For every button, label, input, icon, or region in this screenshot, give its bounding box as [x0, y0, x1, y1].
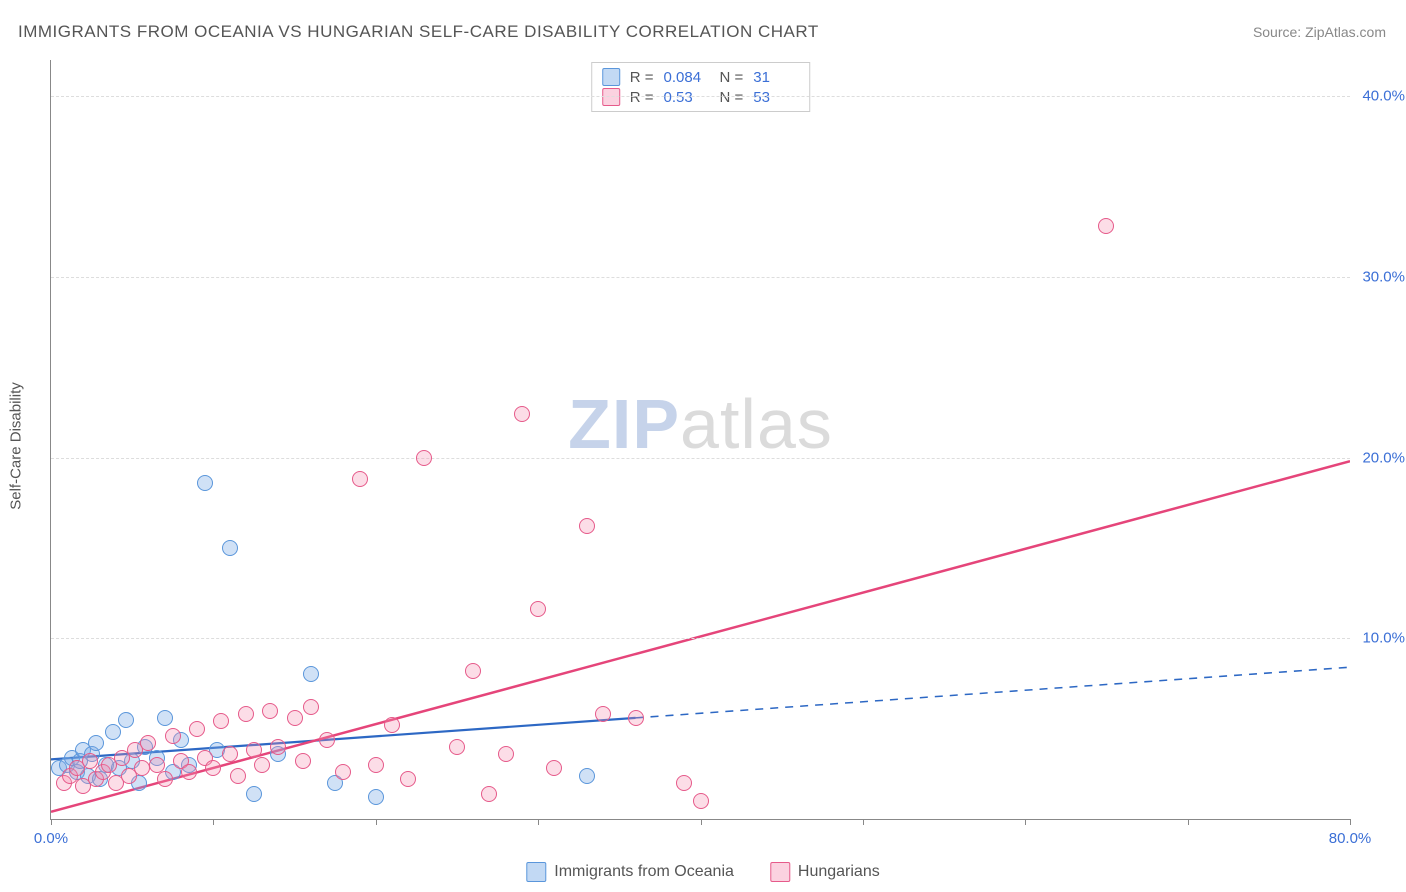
- data-point: [416, 450, 432, 466]
- n-label: N =: [720, 69, 744, 86]
- legend-label-pink: Hungarians: [798, 863, 880, 881]
- data-point: [230, 768, 246, 784]
- data-point: [579, 768, 595, 784]
- data-point: [628, 710, 644, 726]
- data-point: [352, 471, 368, 487]
- data-point: [246, 786, 262, 802]
- data-point: [530, 601, 546, 617]
- data-point: [287, 710, 303, 726]
- watermark-atlas: atlas: [680, 385, 833, 463]
- x-tick: [701, 819, 702, 825]
- data-point: [181, 764, 197, 780]
- data-point: [246, 742, 262, 758]
- data-point: [197, 475, 213, 491]
- data-point: [105, 724, 121, 740]
- trend-lines: [51, 60, 1350, 819]
- data-point: [368, 789, 384, 805]
- data-point: [303, 666, 319, 682]
- x-tick: [1025, 819, 1026, 825]
- gridline: [51, 96, 1350, 97]
- gridline: [51, 458, 1350, 459]
- data-point: [400, 771, 416, 787]
- data-point: [157, 710, 173, 726]
- legend-item-blue: Immigrants from Oceania: [526, 862, 734, 882]
- trend-line-solid: [51, 461, 1350, 812]
- data-point: [118, 712, 134, 728]
- legend-swatch-blue: [602, 68, 620, 86]
- data-point: [189, 721, 205, 737]
- data-point: [262, 703, 278, 719]
- data-point: [481, 786, 497, 802]
- data-point: [335, 764, 351, 780]
- data-point: [88, 735, 104, 751]
- gridline: [51, 638, 1350, 639]
- source-label: Source:: [1253, 24, 1301, 40]
- data-point: [165, 728, 181, 744]
- data-point: [319, 732, 335, 748]
- x-tick: [863, 819, 864, 825]
- x-tick: [376, 819, 377, 825]
- data-point: [579, 518, 595, 534]
- r-label: R =: [630, 69, 654, 86]
- x-tick: [538, 819, 539, 825]
- n-value-blue: 31: [753, 69, 799, 86]
- data-point: [134, 760, 150, 776]
- data-point: [213, 713, 229, 729]
- data-point: [157, 771, 173, 787]
- trend-line-dashed: [636, 667, 1350, 718]
- gridline: [51, 277, 1350, 278]
- x-tick-label: 80.0%: [1329, 830, 1372, 847]
- y-tick-label: 40.0%: [1355, 88, 1405, 105]
- legend-label-blue: Immigrants from Oceania: [554, 863, 734, 881]
- correlation-legend: R = 0.084 N = 31 R = 0.53 N = 53: [591, 62, 811, 112]
- data-point: [149, 757, 165, 773]
- data-point: [514, 406, 530, 422]
- y-tick-label: 20.0%: [1355, 449, 1405, 466]
- data-point: [1098, 218, 1114, 234]
- data-point: [546, 760, 562, 776]
- x-tick: [213, 819, 214, 825]
- data-point: [465, 663, 481, 679]
- x-tick: [51, 819, 52, 825]
- source-attribution: Source: ZipAtlas.com: [1253, 24, 1386, 40]
- y-tick-label: 30.0%: [1355, 268, 1405, 285]
- y-axis-label: Self-Care Disability: [8, 382, 25, 510]
- watermark: ZIPatlas: [568, 384, 833, 464]
- watermark-zip: ZIP: [568, 385, 680, 463]
- legend-row-blue: R = 0.084 N = 31: [602, 67, 800, 87]
- data-point: [368, 757, 384, 773]
- data-point: [498, 746, 514, 762]
- data-point: [693, 793, 709, 809]
- data-point: [295, 753, 311, 769]
- x-tick-label: 0.0%: [34, 830, 68, 847]
- data-point: [303, 699, 319, 715]
- data-point: [238, 706, 254, 722]
- data-point: [140, 735, 156, 751]
- legend-swatch-icon: [770, 862, 790, 882]
- data-point: [384, 717, 400, 733]
- x-tick: [1350, 819, 1351, 825]
- x-tick: [1188, 819, 1189, 825]
- legend-swatch-icon: [526, 862, 546, 882]
- legend-item-pink: Hungarians: [770, 862, 880, 882]
- r-value-blue: 0.084: [664, 69, 710, 86]
- series-legend: Immigrants from Oceania Hungarians: [526, 862, 879, 882]
- data-point: [270, 739, 286, 755]
- data-point: [222, 540, 238, 556]
- data-point: [254, 757, 270, 773]
- source-value: ZipAtlas.com: [1305, 24, 1386, 40]
- scatter-plot: ZIPatlas R = 0.084 N = 31 R = 0.53 N = 5…: [50, 60, 1350, 820]
- data-point: [595, 706, 611, 722]
- data-point: [205, 760, 221, 776]
- data-point: [676, 775, 692, 791]
- y-tick-label: 10.0%: [1355, 630, 1405, 647]
- data-point: [222, 746, 238, 762]
- data-point: [449, 739, 465, 755]
- chart-title: IMMIGRANTS FROM OCEANIA VS HUNGARIAN SEL…: [18, 22, 819, 42]
